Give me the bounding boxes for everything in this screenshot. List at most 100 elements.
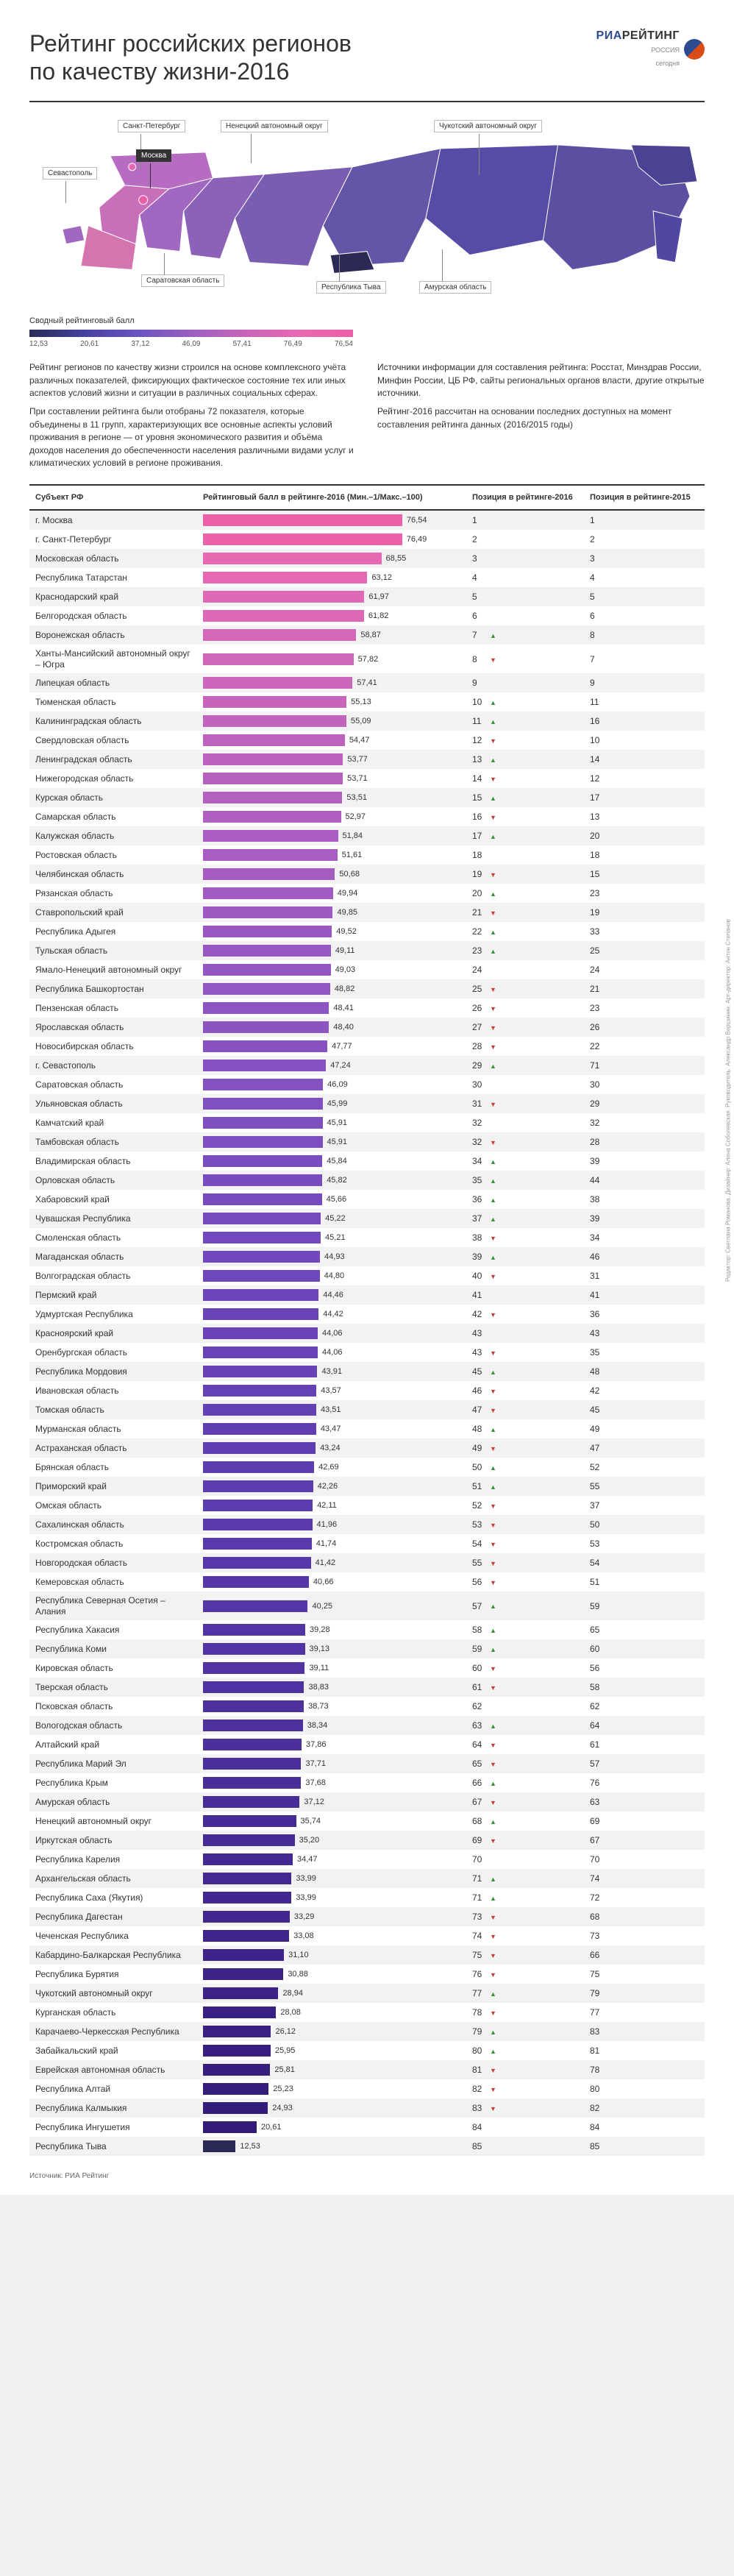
score-bar (203, 1366, 317, 1377)
row-pos16: 30 (463, 1079, 581, 1090)
table-row: Амурская область37,1267▼63 (29, 1792, 705, 1812)
row-pos15: 62 (581, 1701, 699, 1711)
score-value: 76,54 (402, 514, 427, 526)
score-value: 43,57 (316, 1385, 341, 1397)
legend-tick: 57,41 (233, 340, 252, 348)
row-pos15: 72 (581, 1892, 699, 1903)
row-pos16: 51▲ (463, 1481, 581, 1491)
row-pos15: 76 (581, 1778, 699, 1788)
row-score: 37,71 (197, 1758, 463, 1770)
row-name: Республика Карелия (35, 1854, 197, 1864)
row-score: 45,99 (197, 1098, 463, 1110)
row-score: 43,47 (197, 1423, 463, 1435)
table-row: Томская область43,5147▼45 (29, 1400, 705, 1419)
callout-chk: Чукотский автономный округ (434, 120, 542, 132)
score-bar (203, 1911, 290, 1923)
trend-icon: ▲ (490, 1646, 496, 1653)
table-row: Иркутская область35,2069▼67 (29, 1831, 705, 1850)
logo-brand: РИА (596, 29, 622, 42)
table-row: Ульяновская область45,9931▼29 (29, 1094, 705, 1113)
row-score: 39,13 (197, 1643, 463, 1655)
row-pos15: 84 (581, 2122, 699, 2132)
row-pos16: 27▼ (463, 1022, 581, 1032)
legend-tick: 46,09 (182, 340, 200, 348)
row-name: Удмуртская Республика (35, 1309, 197, 1319)
score-bar (203, 533, 402, 545)
logo-sub2: сегодня (656, 60, 680, 67)
table-row: г. Севастополь47,2429▲71 (29, 1056, 705, 1075)
table-row: Тверская область38,8361▼58 (29, 1678, 705, 1697)
score-bar (203, 792, 342, 803)
callout-sev: Севастополь (43, 167, 97, 180)
row-pos16: 47▼ (463, 1405, 581, 1415)
score-bar (203, 1873, 291, 1884)
row-pos15: 36 (581, 1309, 699, 1319)
row-score: 41,42 (197, 1557, 463, 1569)
table-row: Белгородская область61,8266 (29, 606, 705, 625)
row-name: Смоленская область (35, 1232, 197, 1243)
row-name: Белгородская область (35, 611, 197, 621)
row-name: Архангельская область (35, 1873, 197, 1884)
row-name: Ставропольский край (35, 907, 197, 918)
table-row: Московская область68,5533 (29, 549, 705, 568)
row-score: 53,51 (197, 792, 463, 803)
table-row: Астраханская область43,2449▼47 (29, 1438, 705, 1458)
row-score: 42,69 (197, 1461, 463, 1473)
trend-icon: ▼ (490, 1684, 496, 1692)
row-score: 42,11 (197, 1500, 463, 1511)
score-bar (203, 1643, 305, 1655)
row-pos16: 67▼ (463, 1797, 581, 1807)
row-pos15: 31 (581, 1271, 699, 1281)
score-value: 45,84 (322, 1155, 347, 1167)
trend-icon: ▼ (490, 2009, 496, 2017)
score-value: 46,09 (323, 1079, 348, 1090)
row-score: 51,84 (197, 830, 463, 842)
table-row: Хабаровский край45,6636▲38 (29, 1190, 705, 1209)
row-pos15: 9 (581, 678, 699, 688)
row-pos16: 55▼ (463, 1558, 581, 1568)
score-bar (203, 1600, 307, 1612)
row-pos16: 63▲ (463, 1720, 581, 1731)
score-bar (203, 1930, 289, 1942)
row-pos16: 32 (463, 1118, 581, 1128)
row-score: 33,08 (197, 1930, 463, 1942)
score-bar (203, 1815, 296, 1827)
score-value: 55,13 (346, 696, 371, 708)
table-row: Архангельская область33,9971▲74 (29, 1869, 705, 1888)
row-score: 44,46 (197, 1289, 463, 1301)
score-bar (203, 1500, 313, 1511)
row-pos16: 10▲ (463, 697, 581, 707)
row-score: 43,91 (197, 1366, 463, 1377)
row-score: 51,61 (197, 849, 463, 861)
ranking-table: Субъект РФ Рейтинговый балл в рейтинге-2… (29, 484, 705, 2156)
row-name: Свердловская область (35, 735, 197, 745)
row-pos15: 67 (581, 1835, 699, 1845)
row-name: г. Севастополь (35, 1060, 197, 1071)
row-name: Амурская область (35, 1797, 197, 1807)
trend-icon: ▼ (490, 2105, 496, 2112)
row-score: 45,82 (197, 1174, 463, 1186)
score-value: 61,82 (364, 610, 389, 622)
row-pos15: 46 (581, 1252, 699, 1262)
row-pos15: 15 (581, 869, 699, 879)
row-score: 40,25 (197, 1600, 463, 1612)
score-value: 41,42 (311, 1557, 336, 1569)
row-pos16: 74▼ (463, 1931, 581, 1941)
row-pos16: 69▼ (463, 1835, 581, 1845)
footer: Источник: РИА Рейтинг (29, 2172, 705, 2180)
row-score: 25,23 (197, 2083, 463, 2095)
score-value: 48,41 (329, 1002, 354, 1014)
row-score: 30,88 (197, 1968, 463, 1980)
row-name: Республика Татарстан (35, 572, 197, 583)
score-bar (203, 1270, 320, 1282)
row-name: Самарская область (35, 812, 197, 822)
score-value: 39,28 (305, 1624, 330, 1636)
row-name: Забайкальский край (35, 2045, 197, 2056)
row-pos16: 68▲ (463, 1816, 581, 1826)
row-pos16: 37▲ (463, 1213, 581, 1224)
row-pos16: 64▼ (463, 1739, 581, 1750)
row-pos16: 46▼ (463, 1385, 581, 1396)
row-pos15: 2 (581, 534, 699, 544)
row-score: 38,34 (197, 1720, 463, 1731)
score-value: 26,12 (271, 2026, 296, 2037)
